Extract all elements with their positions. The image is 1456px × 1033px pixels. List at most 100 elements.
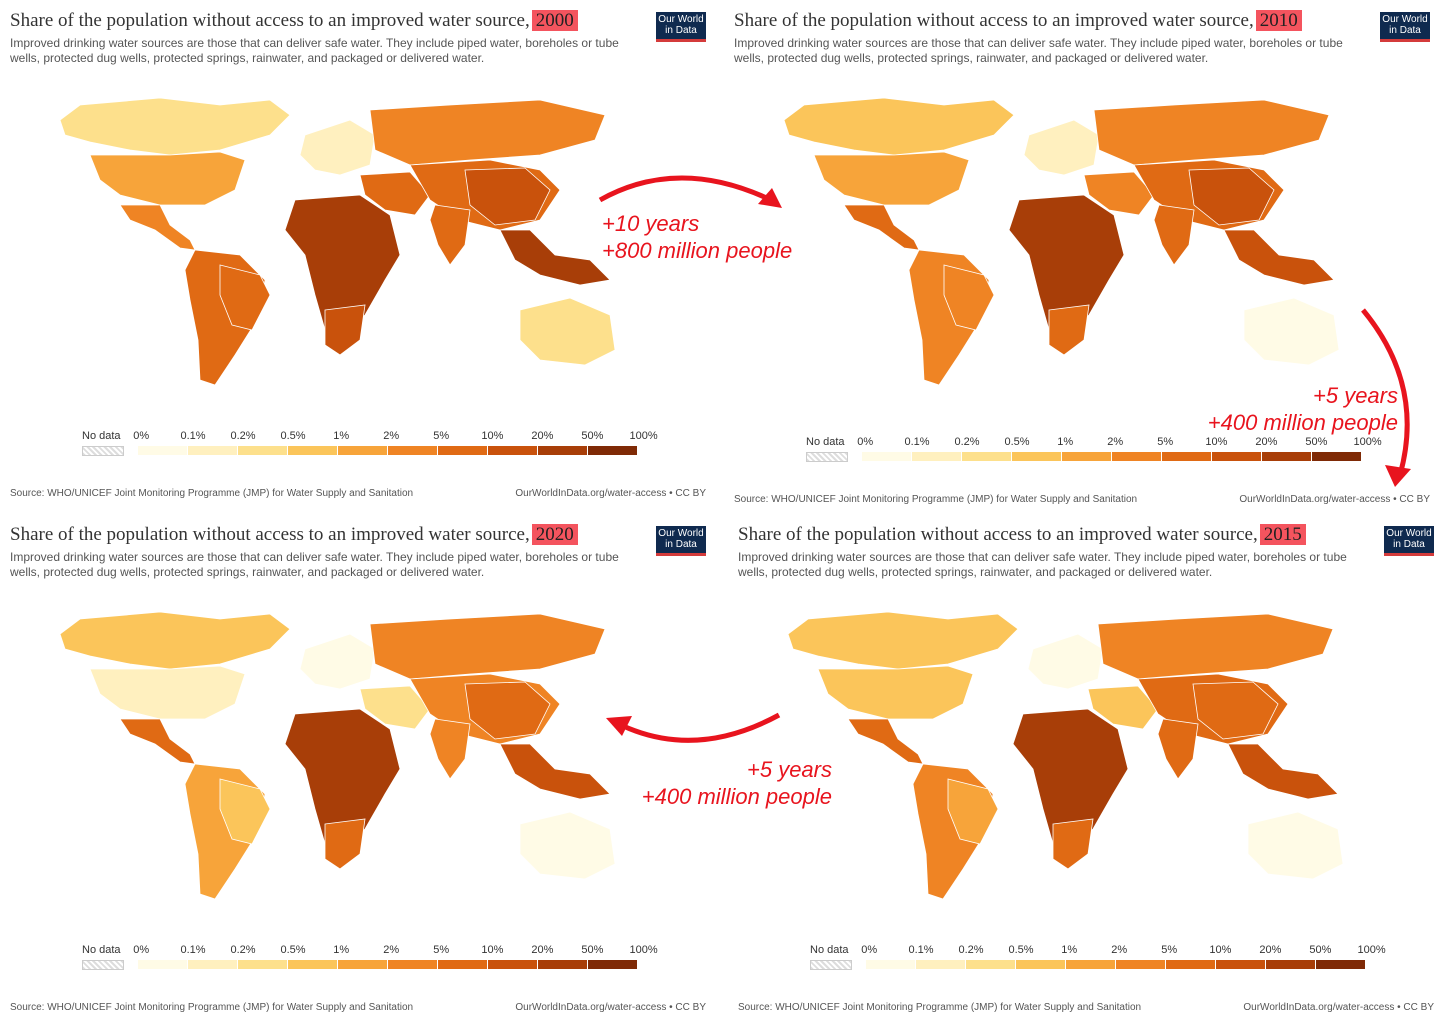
canada-region[interactable] bbox=[59, 97, 291, 156]
legend-swatch[interactable] bbox=[438, 960, 488, 969]
india-region[interactable] bbox=[1153, 204, 1195, 266]
source-url[interactable]: OurWorldInData.org/water-access • CC BY bbox=[515, 1002, 706, 1013]
usa-region[interactable] bbox=[89, 151, 246, 206]
southern-africa-region[interactable] bbox=[1052, 818, 1094, 870]
southeast-asia-region[interactable] bbox=[1227, 743, 1339, 800]
legend-swatch[interactable] bbox=[288, 446, 338, 455]
source-url[interactable]: OurWorldInData.org/water-access • CC BY bbox=[515, 488, 706, 499]
brazil-region[interactable] bbox=[943, 264, 995, 331]
legend-swatch[interactable] bbox=[862, 452, 912, 461]
source-url[interactable]: OurWorldInData.org/water-access • CC BY bbox=[1243, 1002, 1434, 1013]
legend-swatch[interactable] bbox=[338, 446, 388, 455]
usa-region[interactable] bbox=[813, 151, 970, 206]
middle-east-region[interactable] bbox=[1087, 685, 1159, 730]
legend-no-data-label: No data bbox=[806, 436, 845, 448]
legend-swatch[interactable] bbox=[138, 960, 188, 969]
southeast-asia-region[interactable] bbox=[499, 229, 611, 286]
australia-region[interactable] bbox=[519, 811, 616, 880]
russia-region[interactable] bbox=[1093, 99, 1330, 166]
legend-swatch[interactable] bbox=[866, 960, 916, 969]
central-america-region[interactable] bbox=[119, 204, 196, 251]
legend-swatch[interactable] bbox=[388, 960, 438, 969]
owid-logo[interactable]: Our World in Data bbox=[1384, 526, 1434, 556]
legend-swatch[interactable] bbox=[388, 446, 438, 455]
legend-swatch[interactable] bbox=[538, 446, 588, 455]
middle-east-region[interactable] bbox=[1083, 171, 1155, 216]
legend-swatch[interactable] bbox=[238, 960, 288, 969]
legend-swatch[interactable] bbox=[1212, 452, 1262, 461]
legend-swatch[interactable] bbox=[188, 960, 238, 969]
annotation-2015-2020: +5 years +400 million people bbox=[641, 757, 832, 809]
southern-africa-region[interactable] bbox=[1048, 304, 1090, 356]
legend-swatch[interactable] bbox=[538, 960, 588, 969]
europe-region[interactable] bbox=[1023, 119, 1100, 176]
legend-swatch[interactable] bbox=[588, 446, 638, 455]
usa-region[interactable] bbox=[817, 665, 974, 720]
owid-logo[interactable]: Our World in Data bbox=[656, 12, 706, 42]
legend-swatch[interactable] bbox=[1062, 452, 1112, 461]
australia-region[interactable] bbox=[1247, 811, 1344, 880]
china-region[interactable] bbox=[1192, 681, 1279, 740]
legend-swatch[interactable] bbox=[966, 960, 1016, 969]
legend-swatch[interactable] bbox=[488, 446, 538, 455]
legend-swatch[interactable] bbox=[1266, 960, 1316, 969]
brazil-region[interactable] bbox=[219, 264, 271, 331]
india-region[interactable] bbox=[429, 204, 471, 266]
legend-swatch[interactable] bbox=[1216, 960, 1266, 969]
central-america-region[interactable] bbox=[843, 204, 920, 251]
southeast-asia-region[interactable] bbox=[499, 743, 611, 800]
russia-region[interactable] bbox=[369, 99, 606, 166]
legend-swatch[interactable] bbox=[438, 446, 488, 455]
southeast-asia-region[interactable] bbox=[1223, 229, 1335, 286]
europe-region[interactable] bbox=[299, 119, 376, 176]
brazil-region[interactable] bbox=[947, 778, 999, 845]
middle-east-region[interactable] bbox=[359, 685, 431, 730]
canada-region[interactable] bbox=[59, 611, 291, 670]
legend-swatch[interactable] bbox=[488, 960, 538, 969]
southern-africa-region[interactable] bbox=[324, 304, 366, 356]
source-url[interactable]: OurWorldInData.org/water-access • CC BY bbox=[1239, 494, 1430, 505]
panel-title: Share of the population without access t… bbox=[10, 10, 578, 32]
usa-region[interactable] bbox=[89, 665, 246, 720]
legend-swatch[interactable] bbox=[288, 960, 338, 969]
legend-swatch[interactable] bbox=[1112, 452, 1162, 461]
canada-region[interactable] bbox=[787, 611, 1019, 670]
china-region[interactable] bbox=[464, 167, 551, 226]
legend-swatch[interactable] bbox=[962, 452, 1012, 461]
brazil-region[interactable] bbox=[219, 778, 271, 845]
australia-region[interactable] bbox=[1243, 297, 1340, 366]
legend-swatch[interactable] bbox=[1316, 960, 1366, 969]
legend-swatch[interactable] bbox=[588, 960, 638, 969]
legend-swatch[interactable] bbox=[1012, 452, 1062, 461]
legend-swatch[interactable] bbox=[1016, 960, 1066, 969]
legend-swatch[interactable] bbox=[238, 446, 288, 455]
legend-swatch[interactable] bbox=[1262, 452, 1312, 461]
canada-region[interactable] bbox=[783, 97, 1015, 156]
legend-swatch[interactable] bbox=[1066, 960, 1116, 969]
legend-tick-label: 0% bbox=[133, 430, 150, 442]
russia-region[interactable] bbox=[1097, 613, 1334, 680]
india-region[interactable] bbox=[1157, 718, 1199, 780]
central-america-region[interactable] bbox=[847, 718, 924, 765]
europe-region[interactable] bbox=[299, 633, 376, 690]
legend-swatch[interactable] bbox=[1116, 960, 1166, 969]
middle-east-region[interactable] bbox=[359, 171, 431, 216]
australia-region[interactable] bbox=[519, 297, 616, 366]
southern-africa-region[interactable] bbox=[324, 818, 366, 870]
legend-swatch[interactable] bbox=[138, 446, 188, 455]
legend-swatch[interactable] bbox=[188, 446, 238, 455]
legend-swatch[interactable] bbox=[912, 452, 962, 461]
owid-logo[interactable]: Our World in Data bbox=[656, 526, 706, 556]
legend-swatch[interactable] bbox=[1312, 452, 1362, 461]
legend-swatch[interactable] bbox=[338, 960, 388, 969]
india-region[interactable] bbox=[429, 718, 471, 780]
central-america-region[interactable] bbox=[119, 718, 196, 765]
owid-logo[interactable]: Our World in Data bbox=[1380, 12, 1430, 42]
china-region[interactable] bbox=[464, 681, 551, 740]
russia-region[interactable] bbox=[369, 613, 606, 680]
china-region[interactable] bbox=[1188, 167, 1275, 226]
legend-swatch[interactable] bbox=[1162, 452, 1212, 461]
legend-swatch[interactable] bbox=[1166, 960, 1216, 969]
legend-swatch[interactable] bbox=[916, 960, 966, 969]
europe-region[interactable] bbox=[1027, 633, 1104, 690]
